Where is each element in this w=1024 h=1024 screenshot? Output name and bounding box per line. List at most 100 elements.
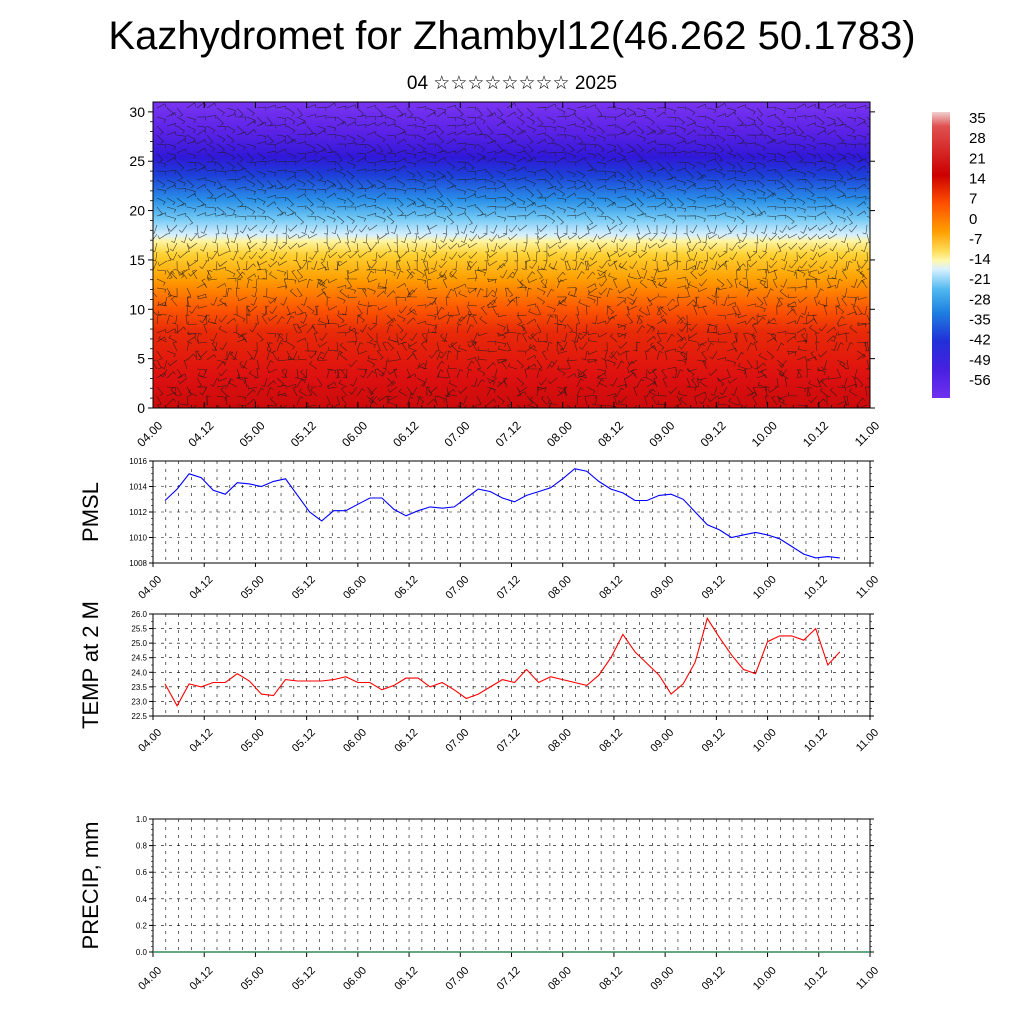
wind-barb <box>516 156 527 163</box>
wind-barb <box>736 161 744 171</box>
wind-barb <box>197 295 208 300</box>
wind-barb <box>866 206 870 210</box>
wind-barb <box>200 242 208 252</box>
wind-barb <box>607 314 618 320</box>
wind-barb <box>766 192 777 199</box>
wind-barb <box>730 386 738 396</box>
wind-barb <box>746 303 757 308</box>
wind-barb <box>287 233 298 240</box>
wind-barb <box>267 368 278 374</box>
wind-barb <box>376 115 387 119</box>
wind-barb <box>166 156 177 163</box>
wind-barb <box>351 233 358 244</box>
wind-barb <box>536 132 547 137</box>
wind-barb <box>300 296 308 306</box>
wind-barb <box>746 288 754 298</box>
wind-barb <box>676 197 685 207</box>
wind-barb <box>477 356 488 361</box>
wind-barb <box>516 332 522 343</box>
wind-barb <box>689 242 698 252</box>
wind-barb <box>696 152 707 156</box>
wind-barb <box>806 188 815 198</box>
wind-barb <box>524 368 529 379</box>
chart-title: Kazhydromet for Zhambyl12(46.262 50.1783… <box>108 14 916 58</box>
wind-barb <box>856 165 867 172</box>
wind-barb <box>646 381 657 388</box>
wind-barb <box>540 396 548 406</box>
wind-barb <box>196 204 207 208</box>
wind-barb <box>266 341 272 352</box>
wind-barb <box>706 224 711 235</box>
wind-barb <box>513 242 518 253</box>
wind-barb <box>806 368 811 379</box>
wind-barb <box>766 188 775 197</box>
wind-barb <box>626 372 637 379</box>
pmsl-series-line <box>164 468 840 559</box>
wind-barb <box>657 242 668 249</box>
wind-barb <box>676 314 684 324</box>
wind-barb <box>436 197 445 207</box>
wind-barb <box>556 271 566 280</box>
wind-barb <box>446 116 457 122</box>
wind-barb <box>576 170 586 179</box>
precip-panel: 0.00.20.40.60.81.004.00 04.12 05.00 05.12 06… <box>78 815 881 993</box>
wind-barb <box>616 384 627 389</box>
wind-barb <box>197 233 208 239</box>
wind-barb <box>191 269 198 280</box>
wind-barb <box>180 233 188 243</box>
temp-y-tick-label: 26.0 <box>131 610 147 619</box>
temp-x-tick-label: 07.12 <box>495 727 523 755</box>
wind-barb <box>476 185 487 190</box>
wind-barb <box>796 103 807 109</box>
wind-barb <box>613 260 618 271</box>
wind-barb <box>816 278 820 289</box>
heatmap-x-tick-label: 04.00 <box>134 418 165 449</box>
wind-barb <box>676 316 686 325</box>
wind-barb <box>606 143 617 150</box>
wind-barb <box>601 350 608 361</box>
wind-barb <box>676 395 682 406</box>
wind-barb <box>248 242 258 250</box>
wind-barb <box>166 350 176 358</box>
wind-barb <box>251 287 258 298</box>
wind-barb <box>456 166 467 172</box>
wind-barb <box>626 150 637 155</box>
wind-barb <box>366 287 376 295</box>
wind-barb <box>626 129 637 136</box>
wind-barb <box>630 369 638 379</box>
pmsl-x-tick-label: 06.00 <box>341 574 369 602</box>
wind-barb <box>751 323 758 334</box>
wind-barb <box>598 242 608 250</box>
wind-barb <box>217 377 228 382</box>
wind-barb <box>736 116 744 126</box>
wind-barb <box>216 192 227 199</box>
wind-barb <box>721 296 728 306</box>
wind-barb <box>627 359 638 365</box>
wind-barb <box>696 161 706 169</box>
wind-barb <box>476 195 487 200</box>
wind-barb <box>416 116 426 125</box>
wind-barb <box>320 251 328 261</box>
wind-barb <box>466 260 472 271</box>
wind-barb <box>742 224 748 235</box>
wind-barb <box>487 260 498 267</box>
wind-barb <box>829 260 838 269</box>
wind-barb <box>717 377 728 382</box>
wind-barb <box>318 317 328 325</box>
wind-barb <box>679 396 688 406</box>
wind-barb <box>196 183 207 190</box>
wind-barb <box>812 314 818 325</box>
wind-barb <box>296 133 307 138</box>
wind-barb <box>368 395 378 404</box>
wind-barb <box>396 107 404 117</box>
wind-barb <box>276 197 287 202</box>
wind-barb <box>436 150 447 155</box>
wind-barb <box>656 214 667 219</box>
wind-barb <box>834 251 838 262</box>
wind-barb <box>859 270 868 280</box>
wind-barb <box>216 185 227 190</box>
wind-barb <box>558 386 568 394</box>
wind-barb <box>176 373 187 379</box>
wind-barb <box>346 179 354 189</box>
wind-barb <box>759 233 768 243</box>
